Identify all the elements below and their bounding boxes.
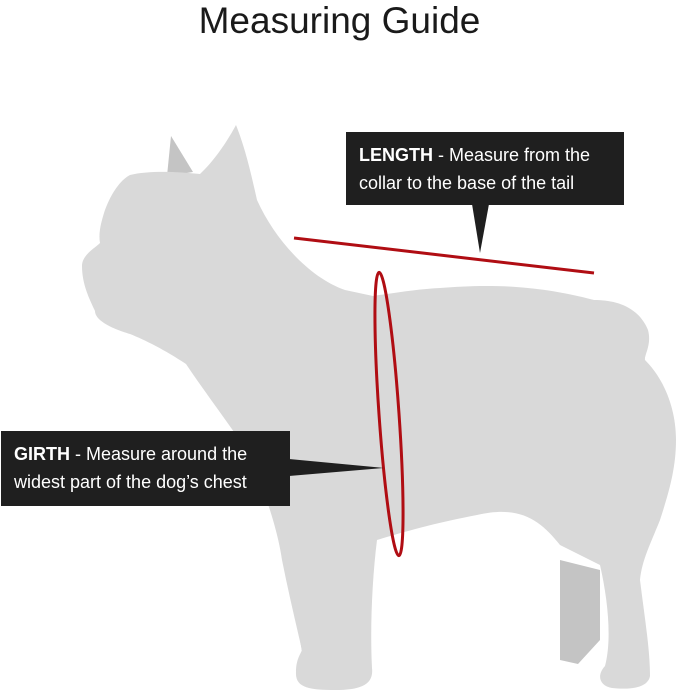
girth-callout: GIRTH - Measure around the widest part o… (1, 431, 290, 506)
length-label: LENGTH (359, 145, 433, 165)
length-text-line2: collar to the base of the tail (359, 173, 575, 193)
girth-text-line2: widest part of the dog’s chest (14, 472, 247, 492)
girth-text-line1: - Measure around the (70, 444, 248, 464)
length-callout-pointer (472, 204, 489, 253)
girth-callout-pointer (289, 459, 384, 476)
dog-back-ear (167, 136, 193, 176)
far-hind-leg (560, 560, 600, 664)
length-text-line1: - Measure from the (433, 145, 591, 165)
length-callout: LENGTH - Measure from the collar to the … (346, 132, 624, 205)
girth-label: GIRTH (14, 444, 70, 464)
length-measure-line (293, 236, 595, 275)
girth-measure-ellipse (373, 270, 405, 558)
page-title: Measuring Guide (198, 0, 481, 41)
